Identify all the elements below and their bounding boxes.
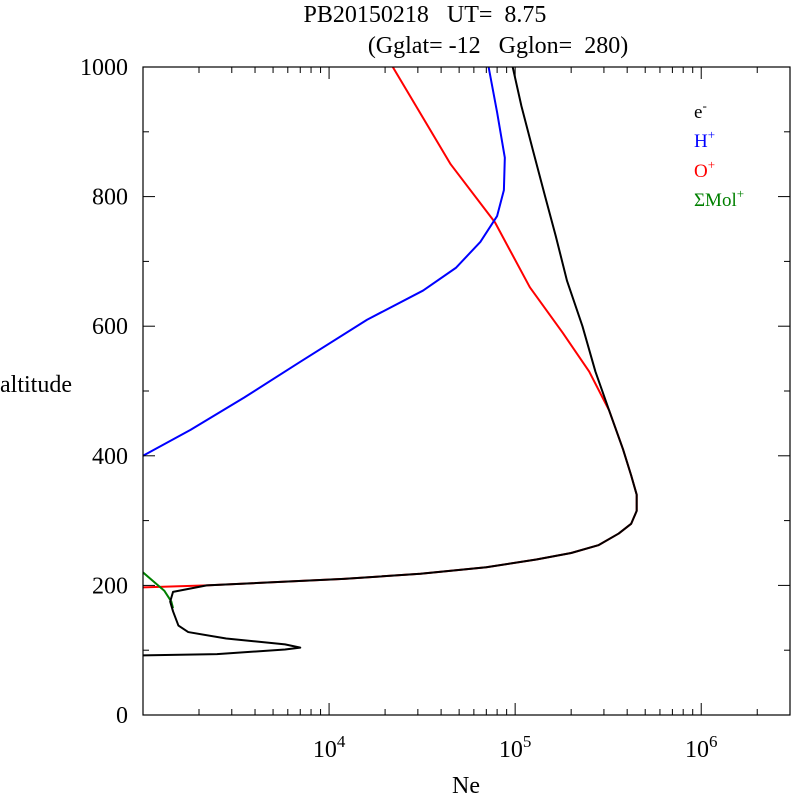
y-tick-label: 0 — [116, 703, 128, 729]
series-line-2 — [143, 67, 638, 589]
legend-entry-3: ΣMol+ — [694, 186, 744, 211]
series-line-1 — [143, 67, 506, 457]
series-line-0 — [143, 67, 638, 657]
x-tick-label: 106 — [685, 732, 718, 763]
y-tick-label: 800 — [92, 185, 128, 211]
legend: e- H+ O+ ΣMol+ — [694, 98, 744, 211]
x-axis-label: Ne — [452, 773, 480, 796]
legend-entry-2: O+ — [694, 157, 715, 182]
x-tick-label: 105 — [499, 732, 532, 763]
x-tick-label: 104 — [313, 732, 346, 763]
y-tick-label: 400 — [92, 444, 128, 470]
tick-labels: 0 200 400 600 800 1000 104 105 106 — [80, 55, 717, 763]
legend-entry-1: H+ — [694, 127, 715, 152]
y-tick-label: 1000 — [80, 55, 128, 81]
y-tick-label: 200 — [92, 573, 128, 599]
chart-title-line1: PB20150218 UT= 8.75 — [304, 2, 547, 28]
plot-frame — [142, 66, 791, 716]
y-tick-label: 600 — [92, 314, 128, 340]
legend-entry-0: e- — [694, 98, 707, 123]
chart-title-line2: (Gglat= -12 Gglon= 280) — [368, 33, 628, 59]
series-line-3 — [143, 571, 174, 609]
y-axis-label: altitude — [0, 372, 72, 398]
series-layer — [143, 67, 638, 657]
axis-ticks — [142, 66, 791, 716]
